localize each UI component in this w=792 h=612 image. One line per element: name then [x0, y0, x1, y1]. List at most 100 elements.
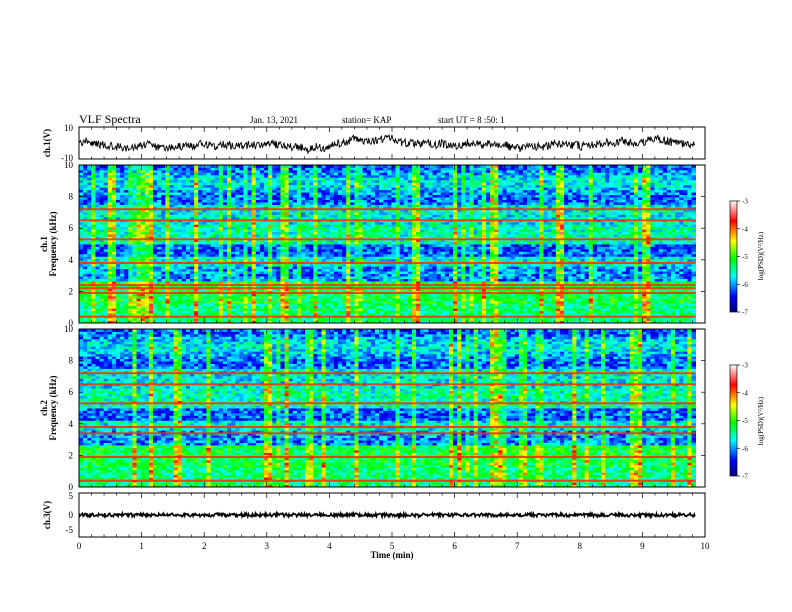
- spectrogram-cell: [177, 310, 183, 314]
- spectrogram-cell: [576, 266, 581, 270]
- spectrogram-cell: [469, 246, 475, 250]
- spectrogram-cell: [469, 273, 475, 277]
- spectrogram-cell: [436, 266, 442, 270]
- spectrogram-cell: [416, 273, 421, 277]
- spectrogram-cell: [522, 278, 528, 282]
- spectrogram-cell: [157, 263, 162, 267]
- spectrogram-cell: [263, 320, 269, 324]
- spectrogram-cell: [485, 266, 491, 270]
- spectrogram-cell: [370, 271, 376, 275]
- spectrogram-cell: [292, 320, 298, 324]
- spectrogram-cell: [128, 278, 133, 282]
- spectrogram-cell: [165, 308, 170, 312]
- spectrogram-cell: [210, 298, 216, 302]
- spectrogram-cell: [185, 278, 191, 282]
- spectrogram-cell: [646, 318, 651, 321]
- spectrogram-cell: [132, 293, 137, 297]
- spectrogram-cell: [152, 266, 158, 270]
- spectrogram-cell: [181, 258, 187, 262]
- spectrogram-cell: [416, 256, 421, 260]
- spectrogram-cell: [124, 253, 129, 257]
- spectrogram-cell: [609, 320, 614, 324]
- spectrogram-cell: [342, 251, 347, 255]
- spectrogram-cell: [263, 313, 269, 316]
- spectrogram-cell: [263, 244, 269, 247]
- spectrogram-cell: [292, 300, 298, 304]
- spectrogram-cell: [222, 276, 228, 279]
- spectrogram-cell: [416, 258, 421, 262]
- spectrogram-cell: [87, 266, 92, 270]
- spectrogram-cell: [576, 288, 581, 292]
- spectrogram-cell: [444, 303, 450, 307]
- spectrogram-cell: [222, 268, 228, 272]
- spectrogram-cell: [420, 266, 425, 270]
- spectrogram-cell: [666, 246, 672, 250]
- spectrogram-cell: [605, 281, 610, 284]
- spectrogram-cell: [305, 320, 310, 324]
- spectrogram-cell: [568, 253, 573, 257]
- spectrogram-cell: [177, 263, 183, 267]
- spectrogram-cell: [416, 263, 421, 267]
- spectrogram-cell: [202, 281, 207, 284]
- spectrogram-cell: [469, 276, 475, 279]
- spectrogram-cell: [247, 263, 253, 267]
- spectrogram-cell: [189, 305, 195, 309]
- spectrogram-cell: [592, 276, 598, 279]
- spectrogram-cell: [152, 258, 158, 262]
- spectrogram-cell: [551, 271, 557, 275]
- spectrogram-cell: [411, 253, 417, 257]
- spectrogram-cell: [403, 298, 409, 302]
- spectrogram-cell: [580, 295, 586, 299]
- spectrogram-cell: [313, 298, 318, 302]
- spectrogram-cell: [436, 305, 442, 309]
- spectrogram-cell: [239, 263, 244, 267]
- spectrogram-cell: [177, 303, 183, 307]
- spectrogram-cell: [588, 248, 594, 252]
- spectrogram-cell: [687, 300, 692, 304]
- spectrogram-cell: [379, 241, 384, 245]
- spectrogram-cell: [231, 318, 236, 321]
- spectrogram-cell: [568, 256, 573, 260]
- spectrogram-cell: [346, 268, 351, 272]
- spectrogram-cell: [374, 271, 380, 275]
- spectrogram-cell: [116, 288, 121, 292]
- spectrogram-cell: [210, 246, 216, 250]
- spectrogram-cell: [539, 308, 544, 312]
- spectrogram-cell: [490, 258, 495, 262]
- spectrogram-cell: [243, 278, 248, 282]
- spectrogram-cell: [313, 308, 318, 312]
- spectrogram-cell: [465, 273, 470, 277]
- spectrogram-cell: [370, 293, 376, 297]
- spectrogram-cell: [329, 271, 335, 275]
- spectrogram-cell: [177, 308, 183, 312]
- spectrogram-cell: [83, 281, 88, 284]
- spectrogram-cell: [411, 303, 417, 307]
- spectrogram-cell: [518, 271, 524, 275]
- spectrogram-cell: [350, 293, 355, 297]
- spectrogram-cell: [609, 266, 614, 270]
- spectrogram-cell: [181, 253, 187, 257]
- spectrogram-cell: [572, 298, 577, 302]
- spectrogram-cell: [601, 246, 606, 250]
- spectrogram-cell: [432, 266, 438, 270]
- spectrogram-cell: [120, 300, 125, 304]
- spectrogram-cell: [584, 251, 590, 255]
- spectrogram-cell: [420, 278, 425, 282]
- spectrogram-cell: [243, 271, 248, 275]
- spectrogram-cell: [83, 310, 88, 314]
- spectrogram-cell: [231, 313, 236, 316]
- spectrogram-cell: [494, 313, 499, 316]
- spectrogram-cell: [490, 278, 495, 282]
- spectrogram-cell: [424, 246, 429, 250]
- spectrogram-cell: [226, 248, 232, 252]
- spectrogram-cell: [564, 276, 569, 279]
- spectrogram-cell: [374, 313, 380, 316]
- spectrogram-cell: [210, 253, 216, 257]
- spectrogram-cell: [251, 263, 257, 267]
- spectrogram-cell: [165, 241, 170, 245]
- spectrogram-cell: [337, 273, 343, 277]
- spectrogram-cell: [498, 263, 503, 267]
- spectrogram-cell: [383, 295, 388, 299]
- spectrogram-cell: [691, 310, 697, 314]
- spectrogram-cell: [481, 308, 487, 312]
